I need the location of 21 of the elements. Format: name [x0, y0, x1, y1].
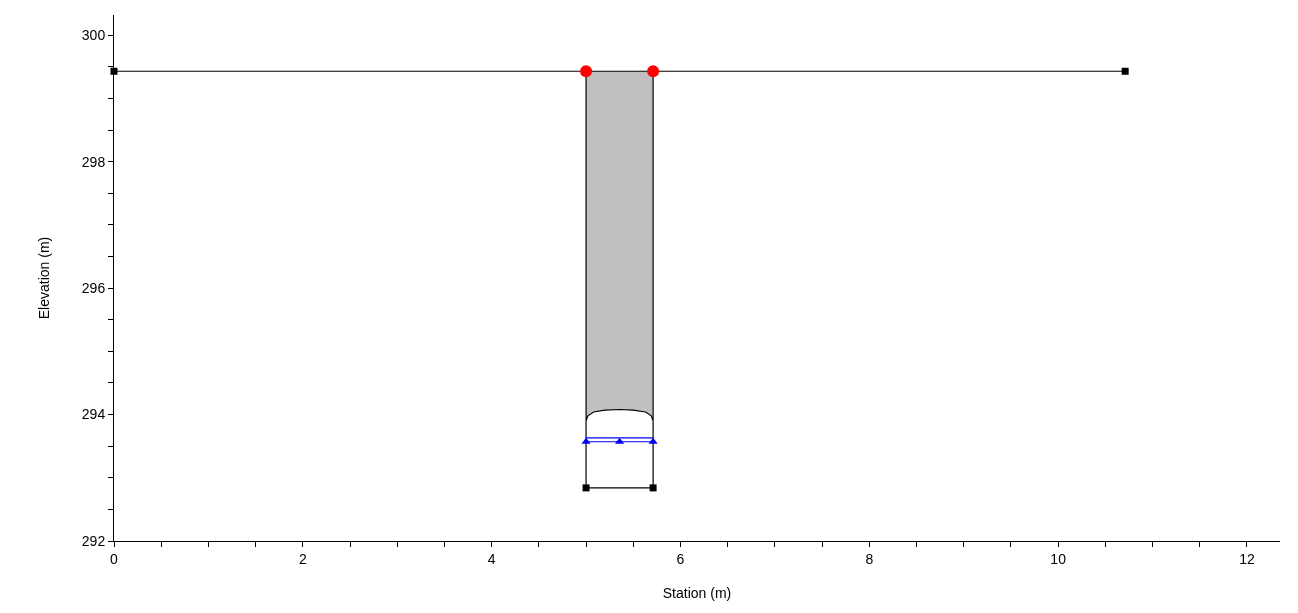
point	[581, 437, 591, 444]
y-tick-label: 296	[81, 280, 106, 297]
x-tick-label: 6	[676, 550, 685, 567]
y-tick-label: 298	[81, 153, 106, 170]
y-axis-title: Elevation (m)	[36, 236, 53, 320]
y-tick-label: 292	[81, 532, 106, 549]
x-tick-label: 2	[298, 550, 307, 567]
point	[580, 65, 593, 78]
x-tick-label: 12	[1239, 550, 1255, 567]
y-tick-label: 300	[81, 27, 106, 44]
point	[649, 484, 657, 492]
point	[1121, 67, 1129, 75]
point	[648, 437, 658, 444]
point	[582, 484, 590, 492]
x-tick-label: 8	[865, 550, 874, 567]
x-axis-title: Station (m)	[662, 585, 732, 602]
x-tick-label: 10	[1050, 550, 1067, 567]
x-tick-label: 0	[110, 550, 119, 567]
x-tick-label: 4	[487, 550, 496, 567]
y-tick-label: 294	[81, 406, 106, 423]
point	[647, 65, 660, 78]
